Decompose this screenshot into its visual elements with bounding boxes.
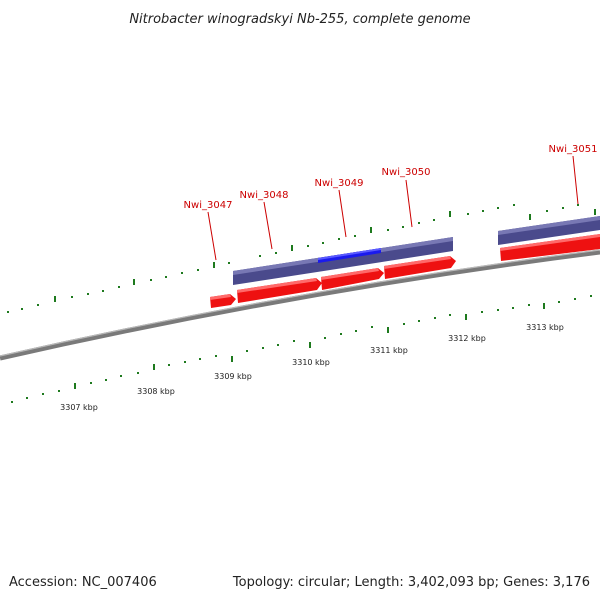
gene-label-nwi-3048: Nwi_3048 <box>240 190 289 201</box>
map-title: Nitrobacter winogradskyi Nb-255, complet… <box>129 12 470 27</box>
gene-arrow-nwi-3051 <box>500 234 600 261</box>
gene-label-nwi-3051: Nwi_3051 <box>549 144 598 155</box>
ruler-label-3313: 3313 kbp <box>526 323 564 332</box>
ruler-label-3307: 3307 kbp <box>60 403 98 412</box>
gene-arrow-nwi-3048 <box>237 278 322 303</box>
accession-text: Accession: NC_007406 <box>9 575 157 590</box>
label-leaders <box>207 155 579 261</box>
gene-labels: Nwi_3047 Nwi_3048 Nwi_3049 Nwi_3050 Nwi_… <box>184 144 598 211</box>
ruler-ticks <box>11 295 592 403</box>
gene-arrow-nwi-3050 <box>384 256 456 279</box>
upper-dotted-track <box>7 204 596 313</box>
gene-arrow-nwi-3049 <box>321 268 384 290</box>
gene-label-nwi-3050: Nwi_3050 <box>382 167 431 178</box>
cds-bands <box>233 216 600 285</box>
gene-arrows <box>210 234 600 308</box>
ruler-label-3312: 3312 kbp <box>448 334 486 343</box>
ruler-label-3309: 3309 kbp <box>214 372 252 381</box>
ruler-label-3311: 3311 kbp <box>370 346 408 355</box>
ruler-label-3308: 3308 kbp <box>137 387 175 396</box>
ruler-label-3310: 3310 kbp <box>292 358 330 367</box>
gene-label-nwi-3049: Nwi_3049 <box>315 178 364 189</box>
gene-label-nwi-3047: Nwi_3047 <box>184 200 233 211</box>
topology-text: Topology: circular; Length: 3,402,093 bp… <box>232 575 590 590</box>
genome-backbone <box>0 249 600 361</box>
ruler-labels: 3307 kbp 3308 kbp 3309 kbp 3310 kbp 3311… <box>60 323 564 412</box>
